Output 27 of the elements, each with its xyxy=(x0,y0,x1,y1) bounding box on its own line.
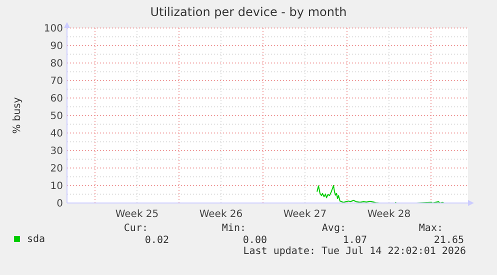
text: Max: xyxy=(418,223,443,234)
text: Cur: xyxy=(124,223,148,234)
y-tick-label: 50 xyxy=(50,111,63,122)
y-axis-title: % busy xyxy=(12,97,23,134)
chart-title: Utilization per device - by month xyxy=(150,5,347,19)
y-tick-label: 40 xyxy=(50,128,63,140)
text: Last update: Tue Jul 14 22:02:01 2026 xyxy=(243,246,466,257)
y-tick-label: 100 xyxy=(44,24,63,34)
legend-label: sda xyxy=(27,234,46,245)
y-tick-label: 20 xyxy=(50,164,63,174)
y-tick-label: 30 xyxy=(50,146,63,157)
y-tick-label: 80 xyxy=(50,58,63,70)
x-tick-label: Week 27 xyxy=(283,209,327,220)
x-tick-label: Week 28 xyxy=(367,209,411,220)
text: Avg: xyxy=(322,223,346,234)
text: 0.02 xyxy=(144,235,169,246)
text: Min: xyxy=(222,223,246,234)
text: 1.07 xyxy=(342,235,367,246)
y-tick-label: 70 xyxy=(50,76,63,87)
y-tick-label: 90 xyxy=(50,41,63,52)
y-tick-label: 0 xyxy=(56,198,63,210)
text: 21.65 xyxy=(434,235,464,246)
y-tick-label: 10 xyxy=(50,181,63,192)
text: 0.00 xyxy=(242,235,267,246)
x-tick-label: Week 26 xyxy=(199,209,243,220)
x-tick-label: Week 25 xyxy=(115,209,159,220)
y-tick-label: 60 xyxy=(50,94,63,104)
